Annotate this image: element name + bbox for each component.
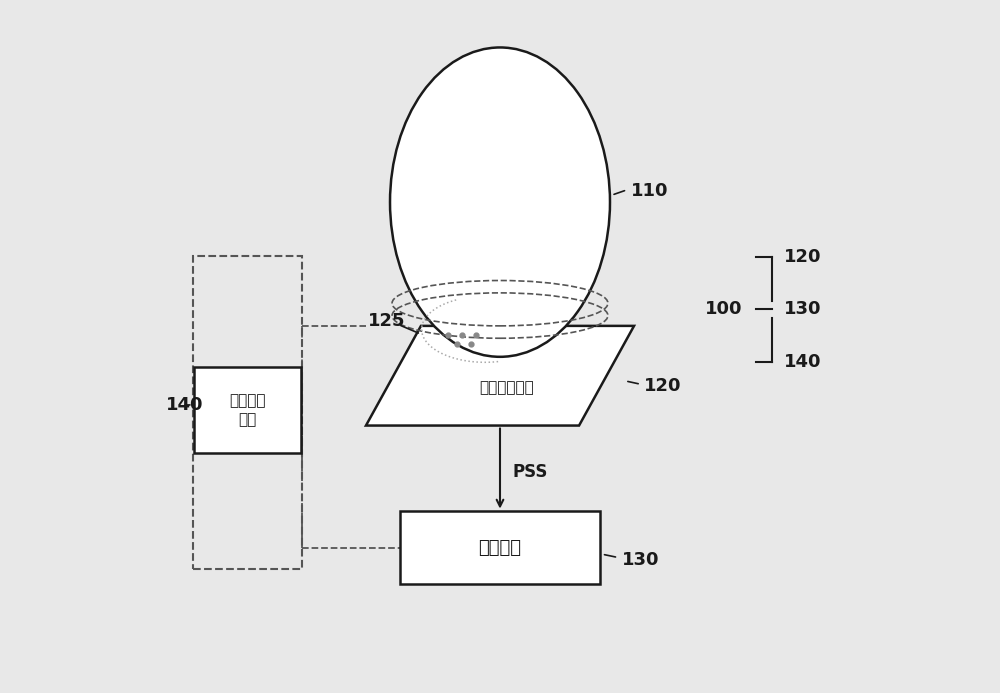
Polygon shape — [366, 326, 634, 426]
FancyBboxPatch shape — [194, 367, 301, 453]
Text: 100: 100 — [705, 300, 742, 318]
Text: 加速度感
测器: 加速度感 测器 — [229, 393, 266, 428]
Text: 130: 130 — [622, 551, 659, 569]
Text: PSS: PSS — [512, 463, 548, 481]
Text: 120: 120 — [784, 248, 821, 266]
Text: 125: 125 — [368, 312, 406, 330]
Text: 110: 110 — [631, 182, 668, 200]
Text: 140: 140 — [166, 396, 203, 414]
FancyBboxPatch shape — [400, 511, 600, 584]
Text: 120: 120 — [644, 378, 682, 396]
Text: 处理单元: 处理单元 — [479, 538, 522, 556]
Text: 140: 140 — [784, 353, 821, 371]
Text: 压力感测阵列: 压力感测阵列 — [479, 380, 534, 395]
Text: 130: 130 — [784, 300, 821, 318]
Ellipse shape — [390, 47, 610, 357]
